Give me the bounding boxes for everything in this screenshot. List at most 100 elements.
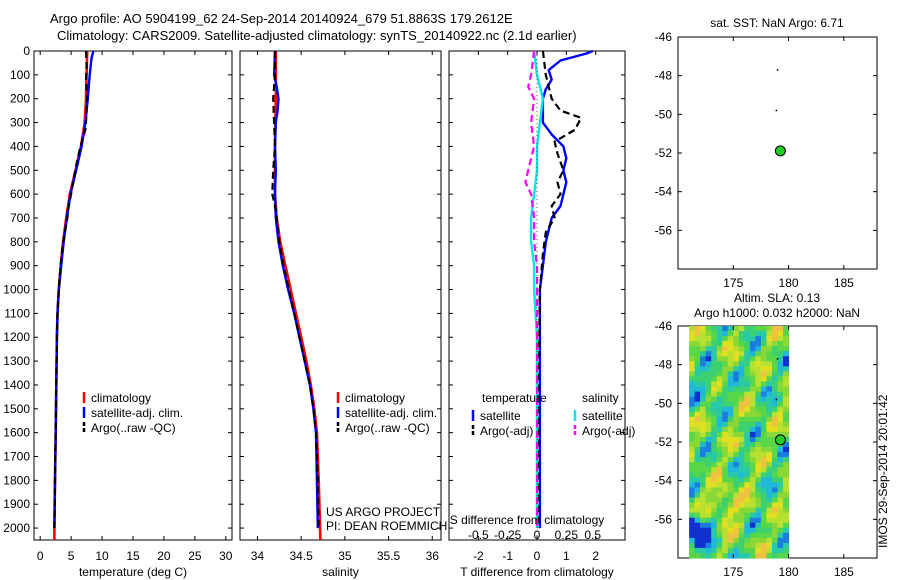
heatmap-cell [716,361,723,367]
heatmap-cell [689,416,696,423]
heatmap-cell [694,376,701,382]
heatmap-cell [694,522,701,529]
heatmap-cell [755,547,762,554]
heatmap-cell [772,351,779,357]
heatmap-cell [733,426,740,433]
heatmap-cell [727,361,734,367]
heatmap-cell [766,386,773,393]
heatmap-cell [711,457,718,463]
heatmap-cell [716,416,723,423]
heatmap-cell [700,462,707,468]
heatmap-cell [733,532,740,539]
heatmap-cell [760,406,767,413]
heatmap-cell [760,356,767,362]
heatmap-cell [711,371,718,377]
heatmap-cell [755,497,762,504]
heatmap-cell [689,457,696,463]
map1-title: sat. SST: NaN Argo: 6.71 [710,16,844,30]
heatmap-cell [705,361,712,367]
heatmap-cell [705,527,712,534]
heatmap-cell [749,553,756,559]
heatmap-cell [727,396,734,403]
heatmap-cell [694,406,701,413]
heatmap-cell [716,487,723,493]
heatmap-cell [727,517,734,524]
heatmap-cell [700,431,707,438]
heatmap-cell [744,371,751,377]
heatmap-cell [755,467,762,473]
heatmap-cell [700,542,707,549]
heatmap-cell [689,356,696,362]
heatmap-cell [744,542,751,549]
heatmap-cell [727,502,734,509]
heatmap-cell [694,442,701,448]
heatmap-cell [700,326,707,332]
heatmap-cell [705,497,712,504]
heatmap-cell [783,522,790,529]
heatmap-cell [760,537,767,544]
diff-xtick-label: 0 [534,549,541,563]
heatmap-cell [783,381,790,388]
heatmap-cell [777,447,784,453]
heatmap-cell [711,532,718,539]
heatmap-cell [727,532,734,539]
heatmap-cell [777,502,784,509]
heatmap-cell [755,356,762,362]
diff-legend-temp-label: satellite [480,409,521,423]
heatmap-cell [744,431,751,438]
heatmap-cell [760,421,767,428]
heatmap-cell [694,537,701,544]
heatmap-cell [766,391,773,398]
heatmap-cell [755,472,762,478]
heatmap-cell [711,386,718,393]
heatmap-cell [700,381,707,388]
heatmap-cell [760,492,767,498]
heatmap-cell [705,421,712,428]
heatmap-cell [772,411,779,418]
heatmap-cell [727,452,734,458]
heatmap-cell [711,406,718,413]
heatmap-cell [760,462,767,468]
heatmap-cell [722,361,729,367]
heatmap-cell [760,502,767,509]
heatmap-cell [738,416,745,423]
heatmap-cell [733,326,740,332]
heatmap-cell [777,341,784,347]
heatmap-cell [694,497,701,504]
heatmap-cell [733,527,740,534]
heatmap-cell [694,512,701,519]
heatmap-cell [766,487,773,493]
heatmap-cell [760,442,767,448]
heatmap-cell [733,487,740,493]
heatmap-cell [760,507,767,514]
heatmap-cell [766,431,773,438]
heatmap-cell [733,512,740,519]
heatmap-cell [711,472,718,478]
heatmap-cell [766,442,773,448]
heatmap-cell [744,452,751,458]
heatmap-cell [705,391,712,398]
heatmap-cell [722,512,729,519]
heatmap-cell [722,517,729,524]
heatmap-cell [700,437,707,443]
heatmap-cell [760,401,767,408]
heatmap-cell [755,346,762,352]
heatmap-cell [722,366,729,372]
heatmap-cell [738,457,745,463]
heatmap-cell [749,381,756,388]
heatmap-cell [783,351,790,357]
heatmap-cell [777,542,784,549]
heatmap-cell [738,542,745,549]
project-label: US ARGO PROJECT [326,505,441,519]
heatmap-cell [744,553,751,559]
heatmap-cell [716,522,723,529]
heatmap-cell [783,452,790,458]
heatmap-cell [772,522,779,529]
heatmap-cell [733,381,740,388]
heatmap-cell [733,467,740,473]
heatmap-cell [777,411,784,418]
sal-xtick-label: 34 [251,549,265,563]
heatmap-cell [711,462,718,468]
heatmap-cell [760,477,767,483]
heatmap-cell [705,487,712,493]
